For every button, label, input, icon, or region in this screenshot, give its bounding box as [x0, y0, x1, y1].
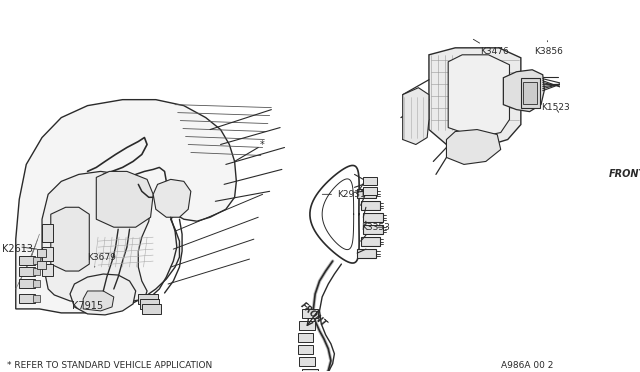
Bar	[364, 187, 378, 195]
Bar	[36, 249, 45, 257]
Text: K3476: K3476	[474, 39, 508, 56]
Polygon shape	[51, 207, 90, 271]
Bar	[364, 225, 383, 234]
Bar	[357, 189, 376, 198]
Bar	[300, 321, 315, 330]
Text: K2613: K2613	[2, 244, 33, 254]
Bar	[33, 268, 40, 275]
Text: A986A 00 2: A986A 00 2	[501, 361, 553, 370]
Bar	[19, 256, 35, 265]
Bar	[300, 357, 315, 366]
Text: K7915: K7915	[72, 301, 103, 311]
Text: *: *	[260, 141, 265, 151]
Bar	[364, 213, 383, 222]
Text: K2931: K2931	[323, 190, 366, 199]
Bar	[42, 224, 52, 242]
Text: K3679: K3679	[88, 253, 116, 267]
Bar	[140, 299, 159, 309]
Bar	[138, 294, 157, 304]
Polygon shape	[42, 171, 150, 304]
Bar	[364, 177, 378, 185]
Polygon shape	[429, 48, 521, 147]
Polygon shape	[448, 55, 509, 138]
Bar	[19, 294, 35, 303]
Polygon shape	[403, 88, 429, 144]
Bar	[521, 78, 540, 108]
Text: K3856: K3856	[534, 41, 563, 56]
Polygon shape	[70, 274, 136, 315]
Text: * REFER TO STANDARD VEHICLE APPLICATION: * REFER TO STANDARD VEHICLE APPLICATION	[7, 361, 212, 370]
Bar	[42, 247, 52, 261]
Text: K1523: K1523	[541, 103, 570, 112]
Bar	[361, 201, 380, 210]
Polygon shape	[503, 70, 545, 112]
Bar	[298, 333, 314, 342]
Bar	[36, 261, 45, 269]
Polygon shape	[96, 171, 153, 227]
Bar	[33, 295, 40, 302]
Bar	[42, 264, 52, 276]
Bar	[19, 267, 35, 276]
Bar	[33, 280, 40, 287]
Polygon shape	[16, 100, 236, 313]
Bar	[298, 345, 314, 354]
Bar	[302, 309, 318, 318]
Polygon shape	[153, 179, 191, 217]
Bar	[33, 257, 40, 264]
Text: FRONT: FRONT	[609, 169, 640, 179]
Bar	[524, 82, 538, 104]
Text: FRONT: FRONT	[298, 301, 328, 329]
Polygon shape	[83, 291, 114, 311]
Bar	[361, 237, 380, 246]
Text: K3353: K3353	[361, 223, 390, 232]
Bar	[357, 249, 376, 258]
Bar	[302, 369, 318, 372]
Polygon shape	[447, 129, 500, 164]
Bar	[19, 279, 35, 288]
Bar	[142, 304, 161, 314]
